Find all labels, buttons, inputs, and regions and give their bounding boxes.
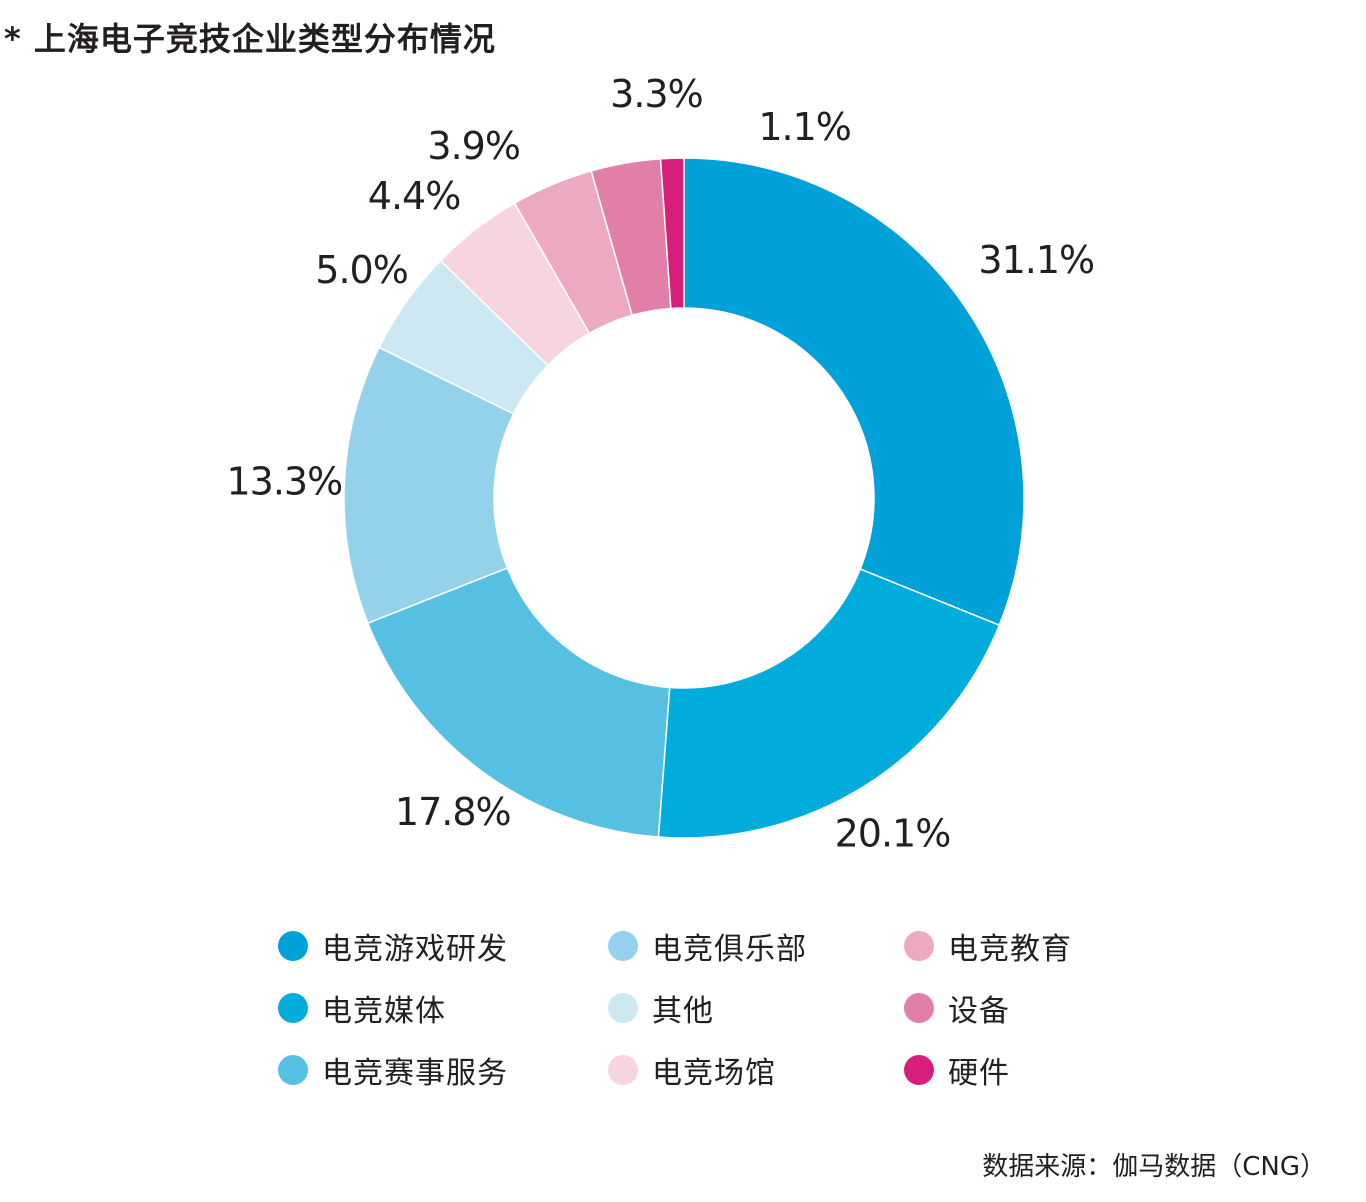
legend-label: 其他 xyxy=(652,994,714,1029)
data-label-0: 31.1% xyxy=(978,238,1094,282)
legend-item: 设备 xyxy=(904,986,1010,1030)
data-label-4: 5.0% xyxy=(315,248,408,292)
slice-0 xyxy=(683,157,1025,627)
data-label-5: 4.4% xyxy=(368,174,461,218)
legend-swatch xyxy=(904,993,934,1023)
legend-label: 电竞赛事服务 xyxy=(322,1056,508,1091)
legend: 电竞游戏研发 电竞媒体电竞赛事服务 电竞俱乐部其他电竞场馆 电竞教育设备硬件 xyxy=(278,924,1138,1114)
legend-item: 其他 xyxy=(608,986,714,1030)
legend-swatch xyxy=(278,931,308,961)
legend-item: 硬件 xyxy=(904,1048,1010,1092)
legend-swatch xyxy=(904,931,934,961)
legend-item: 电竞场馆 xyxy=(608,1048,776,1092)
legend-swatch xyxy=(608,931,638,961)
legend-label: 电竞教育 xyxy=(948,932,1072,967)
donut-chart: 31.1% 20.1% 17.8% 13.3% 5.0% 4.4% 3.9% 3.3% 1.1% xyxy=(226,72,1095,856)
legend-item: 电竞赛事服务 xyxy=(278,1048,508,1092)
legend-item: 电竞游戏研发 xyxy=(278,924,508,968)
data-label-7: 3.3% xyxy=(610,72,703,116)
legend-label: 硬件 xyxy=(948,1056,1010,1091)
legend-label: 电竞媒体 xyxy=(322,994,446,1029)
data-label-2: 17.8% xyxy=(395,790,511,834)
legend-swatch xyxy=(608,993,638,1023)
slice-2 xyxy=(366,566,671,838)
slice-3 xyxy=(343,346,515,625)
chart-title: * 上海电子竞技企业类型分布情况 xyxy=(4,20,496,58)
legend-label: 电竞俱乐部 xyxy=(652,932,807,967)
slice-1 xyxy=(657,568,1001,839)
legend-swatch xyxy=(278,1055,308,1085)
legend-swatch xyxy=(904,1055,934,1085)
legend-label: 电竞游戏研发 xyxy=(322,932,508,967)
data-label-8: 1.1% xyxy=(758,105,851,149)
data-label-3: 13.3% xyxy=(226,460,342,504)
data-label-1: 20.1% xyxy=(835,811,951,855)
legend-label: 电竞场馆 xyxy=(652,1056,776,1091)
legend-item: 电竞教育 xyxy=(904,924,1072,968)
data-labels: 31.1% 20.1% 17.8% 13.3% 5.0% 4.4% 3.9% 3.3% 1.1% xyxy=(226,72,1095,856)
legend-item: 电竞俱乐部 xyxy=(608,924,807,968)
legend-swatch xyxy=(608,1055,638,1085)
legend-label: 设备 xyxy=(948,994,1010,1029)
legend-item: 电竞媒体 xyxy=(278,986,446,1030)
source-note: 数据来源：伽马数据（CNG） xyxy=(982,1152,1326,1182)
data-label-6: 3.9% xyxy=(427,124,520,168)
legend-swatch xyxy=(278,993,308,1023)
slice-8 xyxy=(659,157,685,310)
donut-slices xyxy=(343,157,1025,839)
